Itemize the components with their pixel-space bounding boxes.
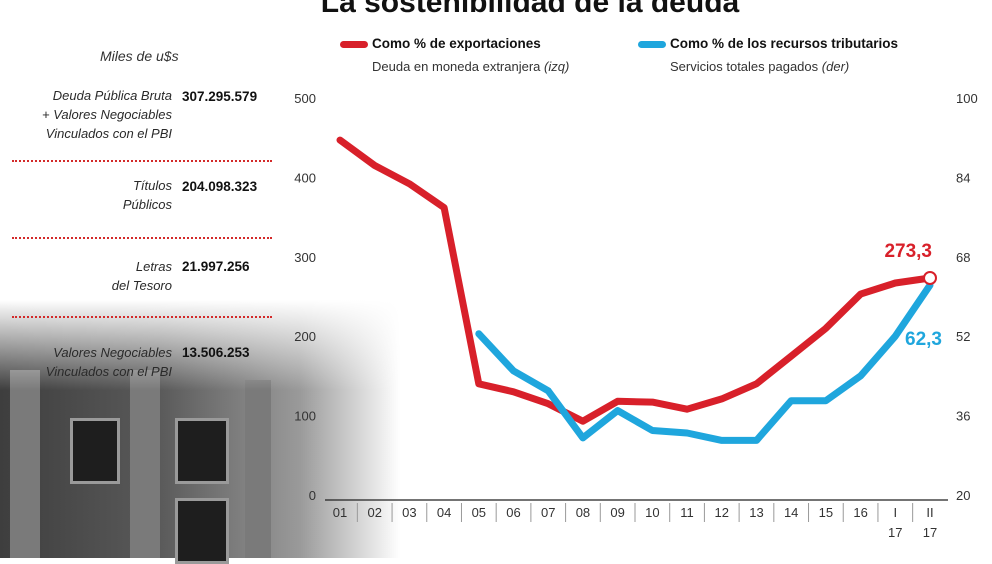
row-value-valores: 13.506.253 xyxy=(182,345,250,360)
right-axis-tick-label: 36 xyxy=(956,409,970,424)
x-axis-tick-label: 12 xyxy=(715,505,729,520)
series-line-recursos xyxy=(475,281,934,444)
x-axis-tick-label: 10 xyxy=(645,505,659,520)
x-axis-tick-label: I 17 xyxy=(888,505,902,540)
legend-swatch-blue xyxy=(638,41,666,48)
x-axis-tick-label: 05 xyxy=(472,505,486,520)
x-axis-tick-label: 11 xyxy=(680,505,694,520)
legend-swatch-red xyxy=(340,41,368,48)
x-axis-tick-label: 01 xyxy=(333,505,347,520)
row-label-valores: Valores Negociables Vinculados con el PB… xyxy=(45,345,172,379)
end-label-blue: 62,3 xyxy=(905,329,942,350)
left-axis-tick-label: 200 xyxy=(294,329,316,344)
x-axis-tick-label: 13 xyxy=(749,505,763,520)
separator xyxy=(12,316,272,318)
x-axis-tick-label: 07 xyxy=(541,505,555,520)
x-axis-tick-label: II 17 xyxy=(923,505,937,540)
x-axis-tick-label: 08 xyxy=(576,505,590,520)
x-axis-tick-label: 02 xyxy=(367,505,381,520)
x-axis-tick-label: 14 xyxy=(784,505,798,520)
chart-title: La sostenibilidad de la deuda xyxy=(320,0,740,19)
row-label-titulos: Títulos Públicos xyxy=(122,178,172,212)
x-axis-tick-label: 03 xyxy=(402,505,416,520)
row-label-deuda: Deuda Pública Bruta + Valores Negociable… xyxy=(42,88,172,141)
x-axis-tick-label: 16 xyxy=(853,505,867,520)
units-label: Miles de u$s xyxy=(100,48,179,64)
x-axis-tick-label: 09 xyxy=(610,505,624,520)
separator xyxy=(12,160,272,162)
right-axis-tick-label: 100 xyxy=(956,91,978,106)
end-marker xyxy=(923,270,937,285)
x-axis-tick-label: 04 xyxy=(437,505,451,520)
right-axis-tick-label: 68 xyxy=(956,250,970,265)
right-axis-tick-label: 20 xyxy=(956,488,970,503)
separator xyxy=(12,237,272,239)
left-axis-tick-label: 300 xyxy=(294,250,316,265)
photo-fade xyxy=(0,300,400,558)
left-axis-tick-label: 100 xyxy=(294,409,316,424)
x-axis-tick-label: 06 xyxy=(506,505,520,520)
left-axis-tick-label: 500 xyxy=(294,91,316,106)
left-axis-tick-label: 400 xyxy=(294,170,316,185)
legend-title-blue: Como % de los recursos tributarios xyxy=(670,36,899,51)
series-line-exportaciones xyxy=(336,136,934,425)
row-label-letras: Letras del Tesoro xyxy=(111,259,172,293)
right-axis-tick-label: 84 xyxy=(956,170,970,185)
legend-sub-blue: Servicios totales pagados (der) xyxy=(670,59,850,74)
x-axis-tick-label: 15 xyxy=(819,505,833,520)
left-panel: Miles de u$s Deuda Pública Bruta + Valor… xyxy=(0,0,400,564)
end-label-red: 273,3 xyxy=(884,241,932,262)
legend-title-red: Como % de exportaciones xyxy=(372,36,541,51)
row-value-letras: 21.997.256 xyxy=(182,259,250,274)
left-axis-tick-label: 0 xyxy=(309,488,316,503)
legend-sub-red: Deuda en moneda extranjera (izq) xyxy=(372,59,570,74)
row-value-titulos: 204.098.323 xyxy=(182,179,258,194)
row-value-deuda: 307.295.579 xyxy=(182,89,258,104)
right-axis-tick-label: 52 xyxy=(956,329,970,344)
